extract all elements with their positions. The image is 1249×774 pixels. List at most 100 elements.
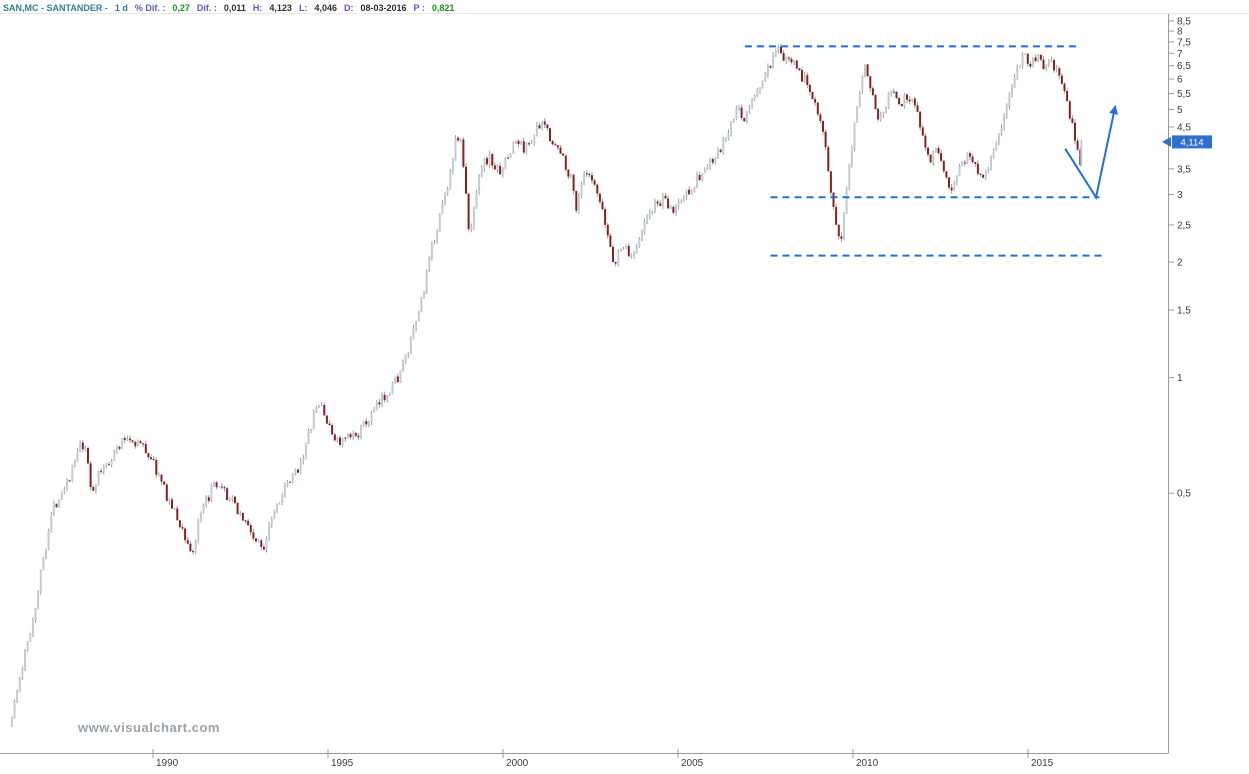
candle-body [1013, 77, 1016, 88]
candle-body [173, 508, 176, 510]
candle-body [937, 148, 940, 154]
candle-body [323, 405, 326, 416]
candle-body [533, 136, 536, 143]
price-tick-label: 4,5 [1177, 122, 1191, 133]
candle-body [370, 412, 373, 422]
candle-body [1060, 75, 1063, 84]
candle-body [1047, 60, 1050, 66]
candle-body [92, 487, 95, 491]
candle-body [525, 143, 528, 153]
candle-body [451, 160, 454, 172]
candle-body [1053, 60, 1055, 71]
candle-body [346, 434, 349, 439]
candle-body [580, 185, 583, 196]
candle-body [530, 142, 533, 144]
candle-body [1074, 122, 1076, 141]
candlestick-series[interactable] [10, 43, 1083, 728]
header-field: 4,123 [269, 3, 292, 13]
candle-body [764, 74, 767, 81]
candle-body [71, 465, 74, 482]
price-tick-label: 1 [1177, 373, 1183, 384]
price-tick-label: 2,5 [1177, 220, 1191, 231]
candle-body [423, 293, 425, 299]
candle-body [717, 149, 719, 158]
candle-body [953, 182, 956, 191]
candle-body [861, 76, 864, 92]
candle-body [265, 538, 268, 550]
candle-body [270, 519, 273, 526]
candle-body [223, 487, 226, 489]
candle-body [496, 165, 499, 170]
candle-body [738, 107, 740, 109]
candle-body [181, 527, 184, 529]
price-tick-label: 7 [1177, 49, 1183, 60]
candle-body [58, 499, 61, 508]
candle-body [302, 458, 305, 462]
candle-body [853, 122, 856, 148]
candle-body [210, 484, 213, 501]
candle-body [362, 421, 365, 425]
candle-body [131, 440, 134, 442]
candle-body [575, 190, 578, 211]
candle-body [601, 201, 604, 210]
candle-body [375, 402, 378, 411]
candle-body [315, 407, 318, 412]
candle-body [987, 170, 990, 172]
candle-body [559, 147, 562, 154]
candle-body [664, 195, 667, 199]
candle-body [268, 525, 271, 539]
candle-body [816, 102, 819, 115]
candle-body [478, 175, 481, 194]
candle-body [719, 149, 722, 152]
candle-body [257, 540, 260, 542]
candle-body [837, 224, 840, 237]
candle-body [703, 169, 706, 174]
candle-body [596, 184, 599, 194]
candle-body [856, 106, 859, 123]
candle-body [646, 216, 649, 222]
candle-body [412, 327, 415, 339]
candle-body [950, 187, 953, 191]
candle-body [1080, 141, 1083, 165]
projection-arrow[interactable] [1064, 105, 1119, 200]
candle-body [163, 481, 166, 485]
candle-body [247, 520, 250, 526]
candle-body [150, 457, 152, 459]
candle-body [218, 486, 221, 488]
candle-body [829, 171, 832, 193]
candle-body [483, 158, 486, 169]
candle-body [858, 91, 861, 107]
candle-body [493, 165, 496, 170]
price-axis[interactable]: 8,587,576,5 6 5,5 5 4,5 3,5 3 2,5 2 1,5 1 0,5 [1168, 17, 1191, 500]
candle-body [643, 221, 646, 233]
candle-body [307, 430, 310, 444]
candle-body [396, 376, 399, 383]
candle-body [37, 592, 40, 609]
candle-body [299, 461, 302, 473]
candle-body [160, 474, 163, 482]
candle-body [486, 158, 488, 165]
candle-body [39, 569, 42, 593]
candle-body [748, 106, 751, 112]
candle-body [900, 104, 903, 107]
candle-body [294, 469, 297, 475]
candle-body [97, 470, 100, 486]
candle-body [617, 251, 620, 264]
candle-body [328, 423, 331, 425]
candle-body [887, 93, 890, 108]
candle-body [339, 437, 341, 445]
candle-body [409, 338, 412, 354]
candle-body [63, 489, 66, 492]
candle-body [688, 189, 691, 195]
candle-body [1034, 57, 1037, 62]
candle-body [551, 141, 554, 145]
candle-body [249, 525, 252, 533]
candle-body [21, 667, 24, 680]
candle-body [927, 147, 929, 155]
candle-body [454, 137, 457, 161]
candle-body [877, 108, 880, 120]
candle-body [383, 394, 386, 401]
time-axis[interactable]: 1990 1995 2000 2005 2010 2015 [152, 749, 1054, 769]
header-field: H: [252, 3, 263, 13]
